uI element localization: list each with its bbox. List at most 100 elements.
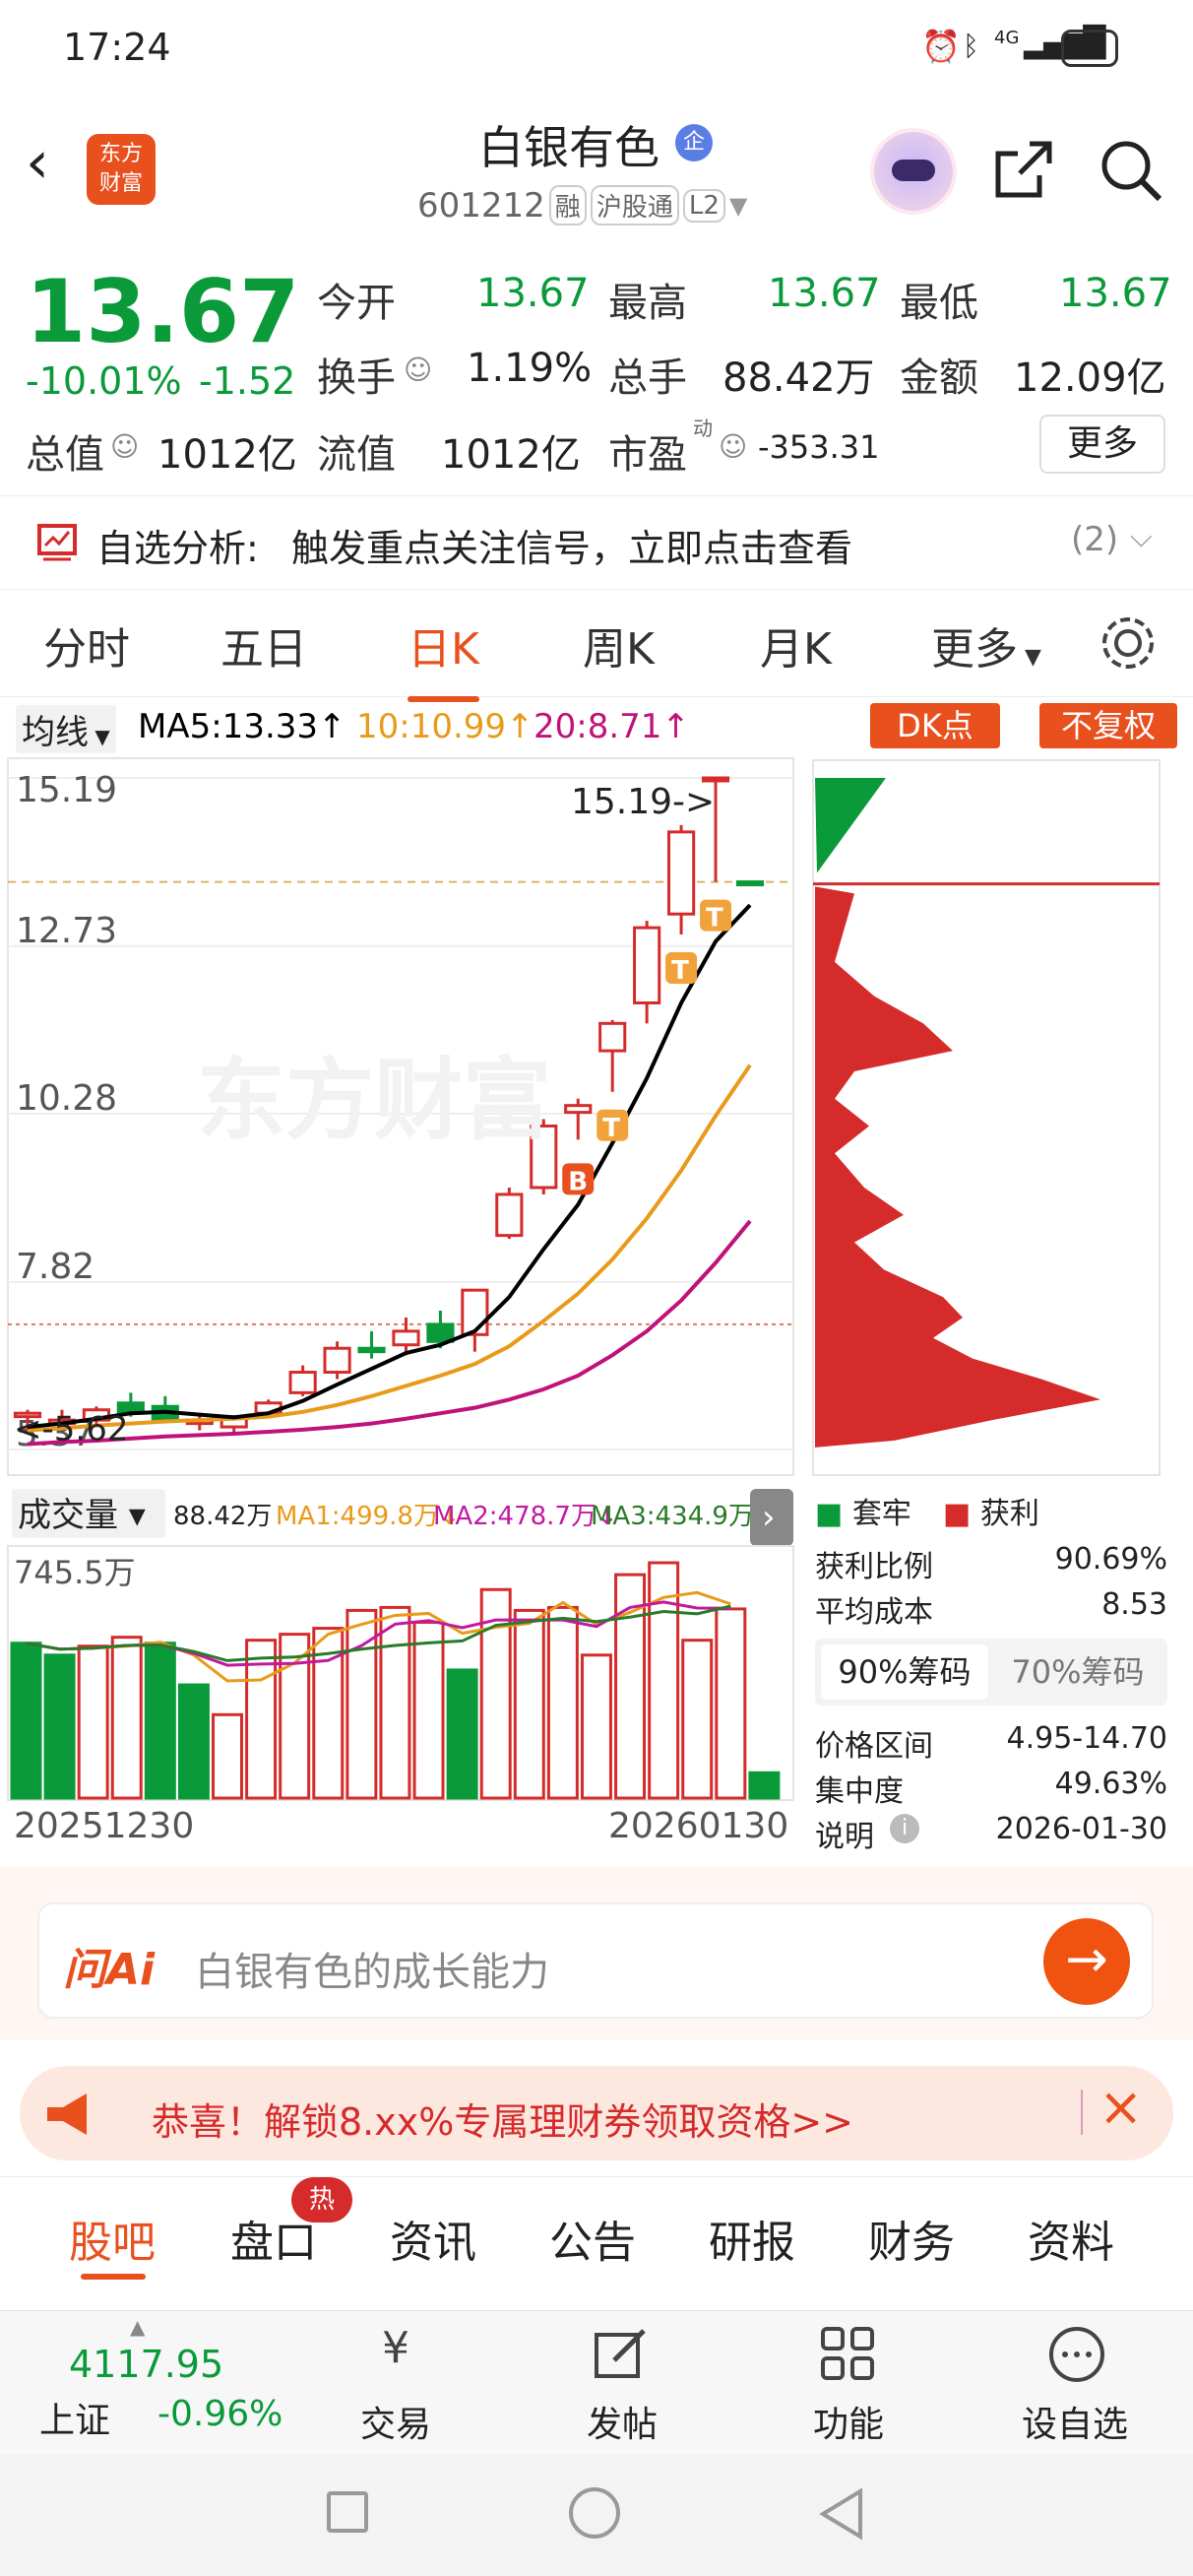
info-icon[interactable]: ☺ — [404, 354, 433, 386]
index-pct[interactable]: -0.96% — [157, 2394, 283, 2434]
nav-trade[interactable]: 交易 — [360, 2405, 432, 2445]
adjust-button[interactable]: 不复权 — [1039, 703, 1177, 748]
open-label: 今开 — [317, 281, 396, 326]
y-tick-label: 12.73 — [16, 911, 117, 951]
tab-research[interactable]: 研报 — [709, 2218, 795, 2268]
ma5-line — [27, 903, 752, 1430]
ma-selector[interactable]: 均线 ▼ — [16, 705, 116, 753]
price-panel-frame — [7, 757, 794, 1476]
tab-profile[interactable]: 资料 — [1028, 2218, 1114, 2268]
functions-grid-icon[interactable] — [819, 2325, 878, 2384]
chart-alert-icon — [37, 524, 77, 561]
ai-search-box[interactable]: 问Ai 白银有色的成长能力 → — [37, 1902, 1154, 2019]
turnover-label: 换手 — [317, 355, 396, 401]
tab-five-day[interactable]: 五日 — [220, 624, 307, 675]
nav-post[interactable]: 发帖 — [587, 2405, 659, 2445]
stock-header: ‹ 东方 财富 白银有色 企 601212 融 沪股通 L2 ▼ — [0, 98, 1193, 241]
more-button[interactable]: 更多 — [1039, 415, 1165, 474]
tab-intraday[interactable]: 分时 — [43, 624, 130, 675]
volume-bar — [10, 1642, 42, 1800]
volume-bar — [580, 1653, 612, 1800]
home-icon[interactable] — [569, 2487, 620, 2539]
tab-guba[interactable]: 股吧 — [69, 2218, 156, 2268]
tab-finance[interactable]: 财务 — [868, 2218, 955, 2268]
recents-icon[interactable] — [327, 2491, 368, 2533]
min-price-label: <-5.62 — [14, 1410, 128, 1449]
stock-code-row: 601212 融 沪股通 L2 ▼ — [417, 185, 747, 225]
kline-chart[interactable]: 15.1912.7310.287.825.3715.19-><-5.62东方财富… — [0, 756, 1193, 1839]
tab-more[interactable]: 更多 ▼ — [931, 624, 1041, 675]
share-icon[interactable] — [990, 138, 1055, 203]
nav-watchlist[interactable]: 设自选 — [1022, 2405, 1129, 2445]
ai-section: 问Ai 白银有色的成长能力 → — [0, 1867, 1193, 2040]
note-label: 说明 — [815, 1820, 874, 1854]
chip-tabs: 90%筹码 70%筹码 — [815, 1639, 1167, 1706]
last-price: 13.67 — [26, 261, 300, 362]
info-icon[interactable]: i — [890, 1814, 919, 1843]
settings-gear-icon[interactable] — [1099, 613, 1158, 673]
price-range-label: 价格区间 — [815, 1729, 933, 1764]
candle-body — [530, 1125, 558, 1190]
signal-marker-label: B — [568, 1167, 588, 1196]
avg-cost-value: 8.53 — [1101, 1587, 1167, 1622]
ai-submit-arrow-icon[interactable]: → — [1043, 1918, 1130, 2005]
amount-label: 金额 — [900, 355, 978, 401]
volume-bar — [412, 1621, 445, 1800]
ma20-line — [27, 1219, 752, 1447]
assistant-avatar[interactable] — [874, 132, 953, 211]
concentration-label: 集中度 — [815, 1774, 904, 1809]
trade-icon[interactable]: ¥ — [382, 2323, 409, 2373]
edit-post-icon[interactable] — [591, 2325, 650, 2384]
tab-announcements[interactable]: 公告 — [549, 2218, 636, 2268]
promo-banner[interactable]: 恭喜！解锁8.xx%专属理财券领取资格>> × — [20, 2066, 1173, 2160]
volume-ma3: MA3:434.9万↓ — [591, 1502, 776, 1531]
change-amount: -1.52 — [199, 359, 296, 403]
info-icon[interactable]: ☺ — [110, 430, 140, 463]
alert-bar[interactable]: 自选分析: 触发重点关注信号，立即点击查看 (2) ⌵ — [0, 495, 1193, 584]
ma10-value: 10:10.99↑ — [356, 707, 534, 746]
index-value[interactable]: 4117.95 — [69, 2343, 224, 2386]
volume-bar — [379, 1605, 411, 1800]
close-icon[interactable]: × — [1099, 2076, 1144, 2138]
tab-weekly-k[interactable]: 周K — [583, 624, 655, 675]
amount-value: 12.09亿 — [1014, 355, 1166, 401]
ma20-value: 20:8.71↑ — [534, 707, 690, 746]
back-nav-icon[interactable] — [817, 2487, 866, 2541]
volume-bar — [144, 1642, 176, 1800]
tab-news[interactable]: 资讯 — [390, 2218, 476, 2268]
tab-chip-90[interactable]: 90%筹码 — [821, 1644, 988, 1700]
end-date-label: 20260130 — [608, 1806, 788, 1839]
candle-body — [598, 1021, 627, 1053]
signal-marker — [700, 899, 732, 932]
back-icon[interactable]: ‹ — [26, 128, 49, 197]
alert-count: (2) — [1071, 520, 1119, 559]
quote-panel: 13.67 -10.01% -1.52 今开 13.67 最高 13.67 最低… — [0, 241, 1193, 586]
connect-tag: 沪股通 — [590, 185, 679, 225]
pe-sup: 动 — [693, 417, 713, 440]
mcap-value: 1012亿 — [157, 432, 297, 478]
megaphone-icon — [47, 2093, 87, 2135]
volume-ma2: MA2:478.7万↓ — [433, 1502, 618, 1531]
volume-label: 总手 — [608, 355, 687, 401]
index-name[interactable]: 上证 — [39, 2401, 111, 2441]
chip-stats: ■ 套牢 ■ 获利 获利比例 90.69% 平均成本 8.53 90%筹码 70… — [807, 1489, 1181, 1854]
ma-bar: 均线 ▼ MA5:13.33↑ 10:10.99↑ 20:8.71↑ DK点 不… — [0, 699, 1193, 756]
dk-point-button[interactable]: DK点 — [870, 703, 1000, 748]
signal-marker — [562, 1163, 595, 1195]
search-icon[interactable] — [1099, 138, 1163, 203]
clock: 17:24 — [63, 26, 171, 69]
tab-monthly-k[interactable]: 月K — [760, 624, 832, 675]
alarm-icon: ⏰ — [921, 28, 961, 65]
dropdown-icon[interactable]: ▼ — [728, 191, 748, 220]
tab-pankou[interactable]: 盘口 — [230, 2218, 317, 2268]
tab-chip-70[interactable]: 70%筹码 — [1011, 1653, 1145, 1691]
chip-trap-area — [815, 778, 886, 873]
add-watchlist-icon[interactable] — [1047, 2325, 1106, 2384]
candle-body — [323, 1346, 351, 1375]
candle-body — [564, 1104, 593, 1115]
y-tick-label: 15.19 — [16, 770, 117, 810]
nav-functions[interactable]: 功能 — [813, 2405, 885, 2445]
tab-daily-k[interactable]: 日K — [408, 613, 479, 702]
info-icon[interactable]: ☺ — [719, 430, 748, 463]
volume-bar — [546, 1605, 579, 1800]
